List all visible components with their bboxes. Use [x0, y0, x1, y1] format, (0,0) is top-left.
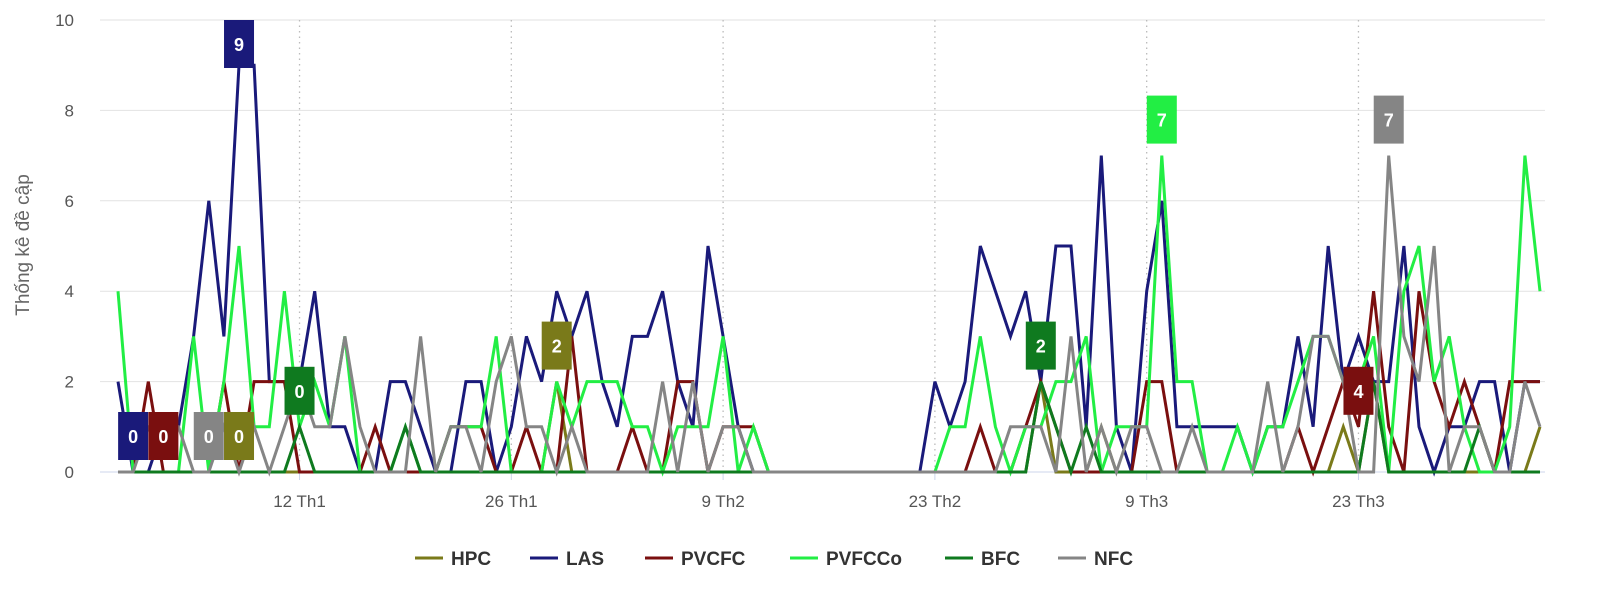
flag-box — [1146, 95, 1177, 144]
legend-item-las[interactable]: LAS — [530, 549, 604, 570]
flag-nfc[interactable]: 7 — [1373, 95, 1404, 144]
series-line-nfc[interactable] — [118, 155, 1542, 477]
flag-label: 0 — [158, 427, 168, 447]
y-tick-label: 6 — [65, 192, 74, 211]
x-tick-label: 23 Th3 — [1332, 492, 1385, 511]
flag-bfc[interactable]: 2 — [1025, 321, 1056, 370]
flag-las[interactable]: 0 — [118, 412, 149, 460]
axes: 0 2 4 6 8 10 12 Th1 26 Th1 9 Th2 23 Th2 9 Th3 23 Th… — [55, 11, 1545, 511]
flag-label: 0 — [204, 427, 214, 447]
flag-pvcfc[interactable]: 4 — [1343, 366, 1374, 415]
x-tick-label: 9 Th2 — [702, 492, 745, 511]
y-tick-label: 0 — [65, 463, 74, 482]
flag-pvfcco[interactable]: 7 — [1146, 95, 1177, 144]
flag-box — [118, 412, 149, 460]
flag-box — [284, 366, 315, 415]
flag-nfc[interactable]: 0 — [193, 412, 224, 460]
flag-label: 0 — [234, 427, 244, 447]
flag-box — [541, 321, 572, 370]
legend-item-bfc[interactable]: BFC — [945, 549, 1020, 570]
legend-item-pvcfc[interactable]: PVCFC — [645, 549, 746, 570]
legend-label: PVCFC — [681, 549, 746, 570]
flag-label: 4 — [1353, 382, 1363, 402]
flag-box — [148, 412, 179, 460]
flag-box — [224, 412, 255, 460]
flag-label: 0 — [128, 427, 138, 447]
legend-item-pvfcco[interactable]: PVFCCo — [790, 549, 902, 570]
legend-label: BFC — [981, 549, 1020, 570]
flag-label: 7 — [1157, 111, 1167, 131]
legend: HPC LAS PVCFC PVFCCo BFC NFC — [415, 549, 1133, 570]
legend-label: LAS — [566, 549, 604, 570]
series-lines — [116, 63, 1542, 477]
flag-box — [224, 20, 255, 68]
legend-label: HPC — [451, 549, 491, 570]
flag-pvcfc[interactable]: 0 — [148, 412, 179, 460]
flag-label: 2 — [1036, 337, 1046, 357]
y-tick-label: 10 — [55, 11, 74, 30]
x-dotted-gridlines — [298, 20, 1360, 472]
flag-box — [193, 412, 224, 460]
flag-box — [1025, 321, 1056, 370]
flag-label: 7 — [1384, 111, 1394, 131]
y-tick-label: 8 — [65, 101, 74, 120]
legend-label: NFC — [1094, 549, 1133, 570]
x-tick-label: 23 Th2 — [909, 492, 962, 511]
flag-box — [1373, 95, 1404, 144]
x-tick-label: 9 Th3 — [1125, 492, 1168, 511]
y-tick-label: 2 — [65, 373, 74, 392]
legend-item-nfc[interactable]: NFC — [1058, 549, 1133, 570]
flag-box — [1343, 366, 1374, 415]
legend-item-hpc[interactable]: HPC — [415, 549, 491, 570]
flag-hpc[interactable]: 2 — [541, 321, 572, 370]
x-tick-label: 26 Th1 — [485, 492, 538, 511]
flag-label: 0 — [295, 382, 305, 402]
y-tick-label: 4 — [65, 282, 74, 301]
flag-label: 2 — [552, 337, 562, 357]
x-tick-label: 12 Th1 — [273, 492, 326, 511]
legend-label: PVFCCo — [826, 549, 902, 570]
y-axis-label: Thống kê đề cập — [13, 174, 34, 316]
flag-bfc[interactable]: 0 — [284, 366, 315, 415]
flag-label: 9 — [234, 35, 244, 55]
flag-hpc[interactable]: 0 — [224, 412, 255, 460]
flag-las[interactable]: 9 — [224, 20, 255, 68]
